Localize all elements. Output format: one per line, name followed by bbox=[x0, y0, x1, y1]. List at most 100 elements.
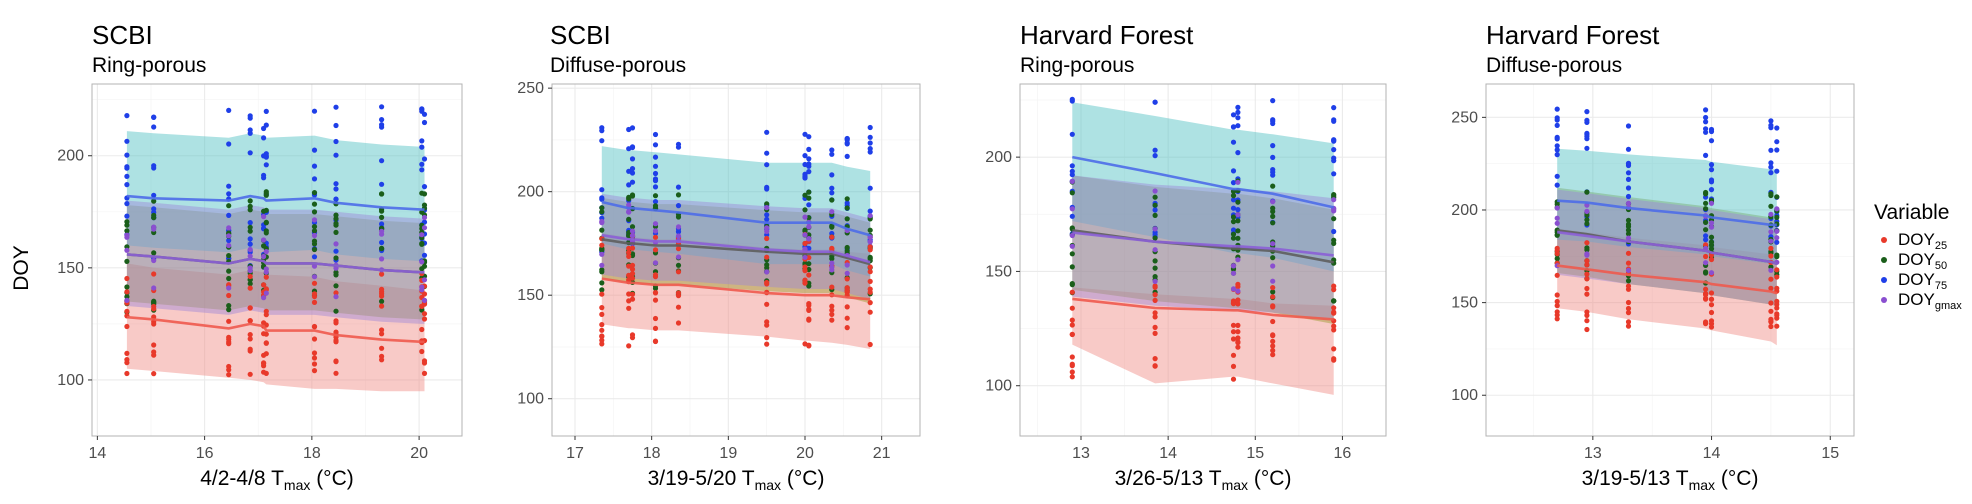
data-point-DOY75 bbox=[421, 119, 428, 126]
data-point-DOY25 bbox=[333, 359, 339, 365]
data-point-DOY75 bbox=[806, 163, 812, 169]
data-point-DOY25 bbox=[1270, 343, 1276, 349]
data-point-DOY50 bbox=[599, 227, 605, 233]
data-point-DOYgmax bbox=[1625, 235, 1632, 241]
data-point-DOY50 bbox=[247, 224, 253, 230]
data-point-DOY75 bbox=[151, 124, 157, 130]
data-point-DOYgmax bbox=[419, 259, 425, 265]
panel-2-subtitle: Diffuse-porous bbox=[550, 54, 686, 77]
data-point-DOY25 bbox=[226, 318, 232, 324]
data-point-DOY50 bbox=[263, 207, 269, 213]
data-point-DOY25 bbox=[1069, 354, 1075, 360]
data-point-DOY50 bbox=[1584, 212, 1590, 218]
data-point-DOY25 bbox=[1069, 317, 1075, 323]
data-point-DOY75 bbox=[124, 138, 130, 144]
x-tick-label: 13 bbox=[1584, 445, 1602, 462]
data-point-DOY25 bbox=[675, 246, 682, 252]
data-point-DOY75 bbox=[419, 167, 425, 173]
trend-line-DOYgmax bbox=[1072, 231, 1334, 257]
data-point-DOY25 bbox=[1235, 340, 1241, 346]
data-point-DOY50 bbox=[421, 191, 428, 197]
data-point-DOY25 bbox=[1625, 286, 1632, 292]
data-point-DOY75 bbox=[226, 183, 232, 189]
data-point-DOY75 bbox=[421, 184, 428, 190]
data-point-DOY25 bbox=[1625, 319, 1632, 325]
data-point-DOYgmax bbox=[1554, 205, 1560, 211]
data-point-DOY25 bbox=[311, 350, 318, 356]
data-point-DOY25 bbox=[629, 245, 636, 251]
panel-1-title: SCBI bbox=[92, 20, 153, 50]
data-point-DOYgmax bbox=[1625, 200, 1632, 206]
data-point-DOY75 bbox=[1554, 182, 1560, 188]
data-point-DOYgmax bbox=[151, 257, 157, 264]
data-point-DOY25 bbox=[421, 291, 428, 297]
data-point-DOY50 bbox=[1331, 298, 1337, 304]
data-point-DOY25 bbox=[652, 315, 659, 322]
data-point-DOY75 bbox=[1331, 137, 1337, 143]
data-point-DOY25 bbox=[379, 331, 385, 337]
data-point-DOY25 bbox=[1069, 322, 1075, 328]
data-point-DOY25 bbox=[1625, 310, 1632, 316]
data-point-DOY50 bbox=[151, 250, 157, 256]
data-point-DOY75 bbox=[421, 156, 428, 162]
data-point-DOY50 bbox=[1708, 246, 1715, 252]
panel-1-subtitle: Ring-porous bbox=[92, 54, 206, 77]
data-point-DOY75 bbox=[263, 122, 269, 128]
data-point-DOY75 bbox=[1584, 109, 1590, 115]
data-point-DOY25 bbox=[151, 342, 157, 348]
panel-border bbox=[551, 83, 921, 437]
data-point-DOY25 bbox=[844, 325, 850, 331]
data-point-DOY75 bbox=[1768, 164, 1774, 170]
data-point-DOY75 bbox=[263, 162, 269, 168]
data-point-DOY75 bbox=[802, 153, 808, 159]
data-point-DOY75 bbox=[1235, 123, 1241, 129]
panel-1-plot-area: 14 16 18 20 100 150 200 4/2-4/8 Tmax (°C) bbox=[57, 83, 463, 493]
data-point-DOY50 bbox=[421, 263, 428, 269]
data-point-DOY25 bbox=[675, 304, 682, 310]
data-point-DOY25 bbox=[151, 371, 157, 377]
data-point-DOY75 bbox=[1235, 104, 1241, 110]
data-point-DOY50 bbox=[1152, 194, 1158, 200]
data-point-DOY25 bbox=[829, 234, 835, 240]
data-point-DOY75 bbox=[151, 163, 157, 169]
data-point-DOY75 bbox=[1331, 118, 1337, 124]
data-point-DOY75 bbox=[1768, 147, 1774, 153]
data-point-DOY25 bbox=[311, 280, 318, 286]
data-point-DOY25 bbox=[764, 235, 770, 242]
data-point-DOY50 bbox=[675, 192, 682, 198]
data-point-DOY75 bbox=[226, 191, 232, 197]
data-point-DOY75 bbox=[1270, 143, 1276, 149]
panel-4-gridlines bbox=[1486, 84, 1854, 436]
y-tick-label: 100 bbox=[517, 391, 544, 408]
data-point-DOY50 bbox=[247, 281, 253, 287]
data-point-DOY50 bbox=[1069, 251, 1075, 257]
data-point-DOY50 bbox=[1703, 269, 1709, 275]
data-point-DOY25 bbox=[1708, 318, 1715, 324]
data-point-DOY50 bbox=[1584, 189, 1590, 195]
data-point-DOYgmax bbox=[124, 234, 130, 240]
data-point-DOY75 bbox=[829, 190, 835, 196]
data-point-DOY25 bbox=[867, 341, 873, 348]
data-point-DOY25 bbox=[806, 306, 812, 312]
data-point-DOYgmax bbox=[1708, 224, 1715, 230]
legend-swatch-DOY75 bbox=[1881, 277, 1887, 283]
data-point-DOY25 bbox=[1774, 312, 1780, 318]
data-point-DOY25 bbox=[1703, 296, 1709, 302]
x-axis-label: 3/26-5/13 Tmax (°C) bbox=[1115, 467, 1292, 493]
data-point-DOY75 bbox=[1554, 122, 1560, 128]
data-point-DOY25 bbox=[311, 299, 318, 305]
data-point-DOY75 bbox=[652, 154, 659, 160]
x-tick-label: 14 bbox=[1703, 445, 1721, 462]
data-point-DOY25 bbox=[1069, 361, 1075, 367]
data-point-DOY50 bbox=[151, 198, 157, 204]
confidence-band-DOYgmax bbox=[1072, 175, 1334, 320]
panel-1-axes: 14 16 18 20 100 150 200 4/2-4/8 Tmax (°C) bbox=[57, 148, 428, 493]
data-point-DOYgmax bbox=[261, 214, 267, 220]
data-point-DOY25 bbox=[226, 292, 232, 299]
data-point-DOY75 bbox=[764, 216, 770, 222]
data-point-DOYgmax bbox=[675, 224, 682, 230]
data-point-DOY75 bbox=[379, 221, 385, 227]
data-point-DOY75 bbox=[379, 158, 385, 164]
data-point-DOY75 bbox=[333, 248, 339, 254]
data-point-DOY25 bbox=[867, 247, 873, 253]
